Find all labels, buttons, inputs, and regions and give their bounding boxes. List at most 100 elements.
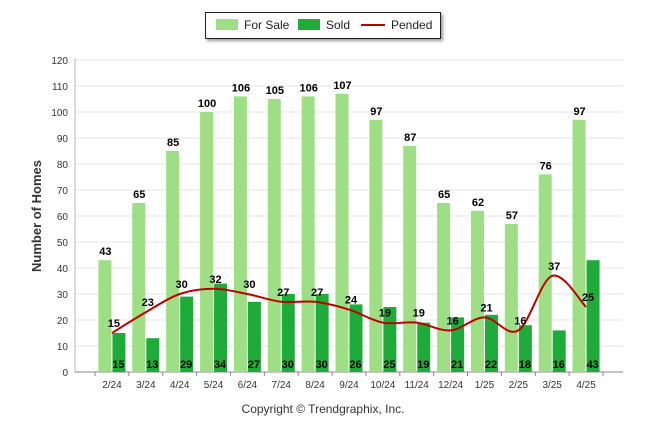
- data-label-pended: 19: [413, 308, 425, 320]
- data-label-for-sale: 107: [333, 80, 351, 92]
- legend-item-for-sale: For Sale: [216, 18, 289, 32]
- y-tick-label: 30: [57, 290, 69, 301]
- bar-for-sale: [572, 119, 586, 372]
- bar-sold: [586, 260, 600, 372]
- x-tick-label: 3/25: [542, 380, 562, 391]
- x-tick-label: 2/24: [102, 380, 122, 391]
- bar-for-sale: [132, 203, 146, 372]
- data-label-pended: 25: [582, 292, 594, 304]
- data-label-pended: 30: [243, 279, 255, 291]
- bar-sold: [247, 301, 261, 372]
- data-label-sold: 21: [451, 359, 463, 371]
- x-tick-label: 11/24: [405, 380, 430, 391]
- data-label-sold: 27: [248, 359, 260, 371]
- y-tick-label: 80: [57, 160, 69, 171]
- data-label-pended: 30: [176, 279, 188, 291]
- legend-swatch-pended: [361, 24, 385, 26]
- data-label-for-sale: 62: [472, 197, 484, 209]
- bar-for-sale: [504, 223, 518, 372]
- x-tick-label: 3/24: [136, 380, 156, 391]
- legend-swatch-sold: [298, 19, 320, 30]
- data-label-sold: 19: [417, 359, 429, 371]
- legend-label-pended: Pended: [391, 18, 433, 32]
- bar-for-sale: [233, 96, 247, 373]
- data-label-for-sale: 87: [404, 132, 416, 144]
- data-label-sold: 30: [282, 359, 294, 371]
- bar-sold: [315, 294, 329, 372]
- y-tick-label: 110: [52, 82, 68, 93]
- x-tick-label: 6/24: [238, 380, 258, 391]
- y-tick-label: 10: [57, 342, 69, 353]
- data-label-pended: 16: [514, 315, 526, 327]
- legend-item-pended: Pended: [361, 18, 432, 32]
- data-label-for-sale: 106: [299, 82, 317, 94]
- x-tick-label: 8/24: [305, 380, 325, 391]
- bar-sold: [518, 325, 532, 372]
- bar-for-sale: [538, 174, 552, 372]
- bar-for-sale: [267, 99, 281, 372]
- y-axis-title: Number of Homes: [29, 160, 44, 272]
- x-tick-label: 2/25: [509, 380, 529, 391]
- data-label-pended: 32: [209, 274, 221, 286]
- data-label-pended: 15: [108, 318, 120, 330]
- data-label-for-sale: 57: [506, 210, 518, 222]
- bar-sold: [214, 283, 228, 372]
- data-label-pended: 27: [311, 287, 323, 299]
- data-label-sold: 26: [349, 359, 361, 371]
- data-label-for-sale: 76: [540, 160, 552, 172]
- data-label-pended: 24: [345, 295, 358, 307]
- y-tick-label: 120: [51, 56, 68, 67]
- data-label-for-sale: 65: [438, 189, 450, 201]
- x-tick-label: 12/24: [438, 380, 463, 391]
- data-label-for-sale: 65: [133, 189, 145, 201]
- data-label-pended: 27: [277, 287, 289, 299]
- y-tick-label: 0: [62, 368, 68, 379]
- bar-for-sale: [166, 151, 180, 372]
- data-label-for-sale: 105: [266, 85, 284, 97]
- y-tick-label: 70: [57, 186, 69, 197]
- bar-for-sale: [470, 210, 484, 372]
- data-label-sold: 43: [586, 359, 598, 371]
- data-label-sold: 16: [553, 359, 565, 371]
- data-label-sold: 34: [214, 359, 227, 371]
- data-label-sold: 29: [180, 359, 192, 371]
- y-tick-label: 40: [57, 264, 69, 275]
- data-label-for-sale: 97: [370, 106, 382, 118]
- bar-sold: [417, 322, 431, 372]
- legend-label-sold: Sold: [326, 18, 351, 32]
- data-label-pended: 19: [379, 308, 391, 320]
- x-tick-label: 10/24: [370, 380, 395, 391]
- bar-for-sale: [200, 112, 214, 372]
- bar-for-sale: [403, 145, 417, 372]
- bar-sold: [112, 333, 126, 372]
- x-tick-label: 9/24: [339, 380, 359, 391]
- line-pended: [111, 274, 587, 334]
- bar-sold: [180, 296, 194, 372]
- data-label-pended: 37: [548, 261, 560, 273]
- bar-sold: [451, 317, 465, 372]
- bar-for-sale: [301, 96, 315, 373]
- legend-label-for-sale: For Sale: [244, 18, 290, 32]
- bar-sold: [552, 330, 566, 372]
- data-label-for-sale: 43: [99, 246, 111, 258]
- data-label-sold: 25: [383, 359, 395, 371]
- x-tick-label: 7/24: [272, 380, 292, 391]
- data-label-for-sale: 85: [167, 137, 179, 149]
- bar-for-sale: [437, 203, 451, 372]
- data-label-sold: 22: [485, 359, 497, 371]
- y-tick-label: 50: [57, 238, 69, 249]
- data-label-pended: 23: [142, 297, 154, 309]
- x-tick-label: 4/24: [170, 380, 190, 391]
- data-label-pended: 21: [480, 302, 492, 314]
- x-tick-label: 5/24: [204, 380, 224, 391]
- x-tick-label: 4/25: [576, 380, 596, 391]
- y-tick-label: 20: [57, 316, 69, 327]
- data-label-sold: 15: [112, 359, 124, 371]
- bar-sold: [349, 304, 363, 372]
- copyright-text: Copyright © Trendgraphix, Inc.: [241, 402, 405, 416]
- legend-swatch-for-sale: [216, 19, 238, 30]
- data-label-sold: 18: [519, 359, 531, 371]
- y-tick-label: 90: [57, 134, 69, 145]
- data-label-pended: 16: [446, 315, 458, 327]
